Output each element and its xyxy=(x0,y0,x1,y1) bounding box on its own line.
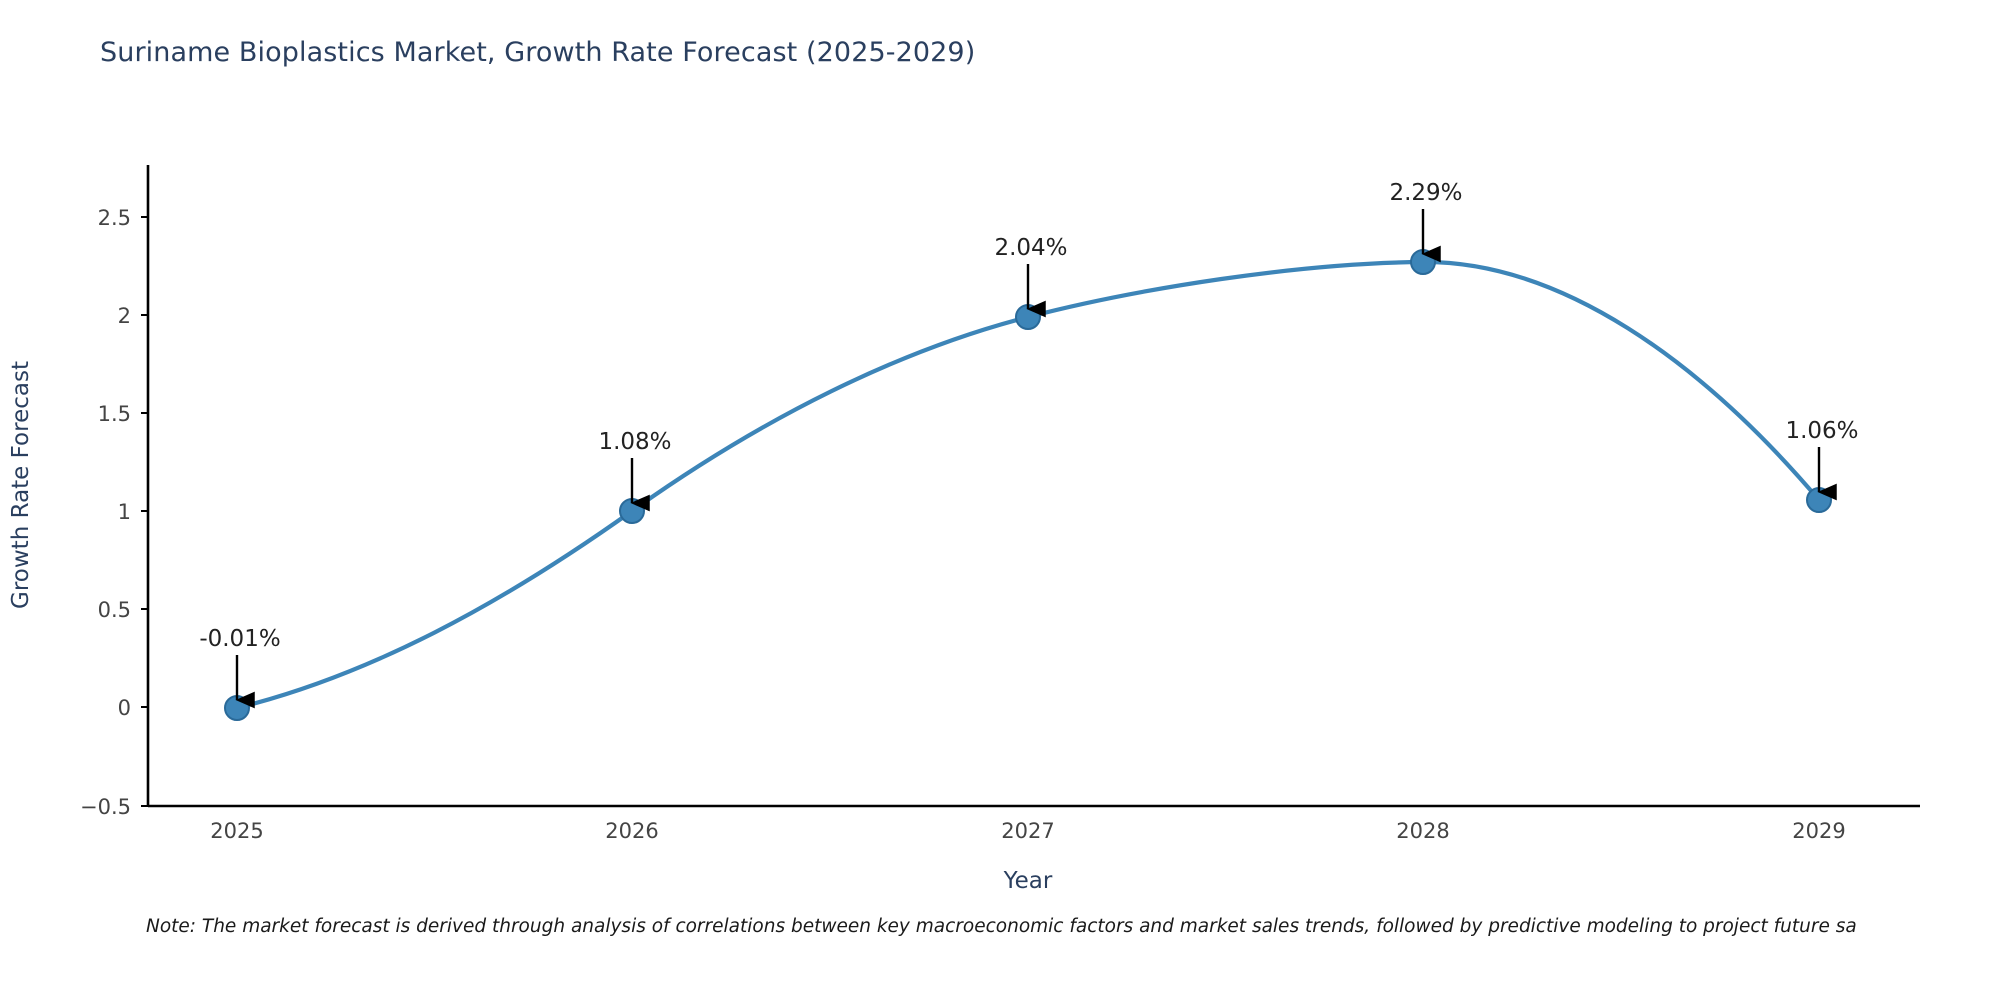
y-tick-label-minus-0-5: −0.5 xyxy=(80,795,131,819)
data-label-2028: 2.29% xyxy=(1389,180,1462,206)
data-label-2026: 1.08% xyxy=(598,429,671,455)
x-axis-title: Year xyxy=(1003,868,1053,894)
data-label-2027: 2.04% xyxy=(994,235,1067,261)
y-axis-title: Growth Rate Forecast xyxy=(8,361,34,609)
y-tick-label-2: 2 xyxy=(118,304,131,328)
y-tick-label-1: 1 xyxy=(118,500,131,524)
y-tick-label-0: 0 xyxy=(118,696,131,720)
y-tick-label-1-5: 1.5 xyxy=(98,402,131,426)
chart-footnote: Note: The market forecast is derived thr… xyxy=(146,916,1857,937)
chart-title: Suriname Bioplastics Market, Growth Rate… xyxy=(100,37,976,68)
x-tick-label-2028: 2028 xyxy=(1396,819,1449,843)
x-tick-label-2025: 2025 xyxy=(210,819,263,843)
y-tick-label-0-5: 0.5 xyxy=(98,598,131,622)
annotation-arrows xyxy=(235,209,1837,709)
x-tick-label-2029: 2029 xyxy=(1792,819,1845,843)
data-label-2025: -0.01% xyxy=(199,626,280,652)
data-point-markers xyxy=(224,249,1832,721)
x-tick-label-2026: 2026 xyxy=(605,819,658,843)
y-tick-label-2-5: 2.5 xyxy=(98,206,131,230)
y-axis-ticks xyxy=(141,216,148,807)
x-tick-label-2027: 2027 xyxy=(1001,819,1054,843)
data-label-2029: 1.06% xyxy=(1785,418,1858,444)
